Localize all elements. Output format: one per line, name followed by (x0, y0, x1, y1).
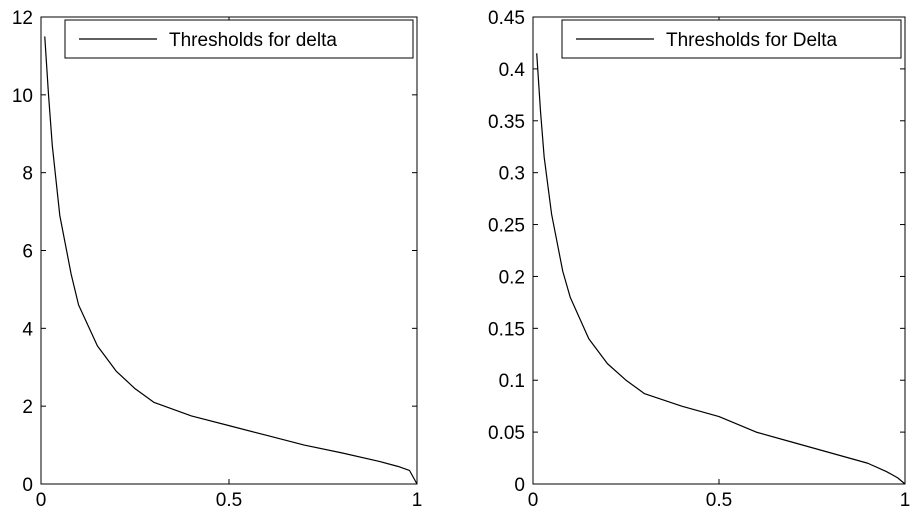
plot-frame (40, 16, 418, 485)
y-tick-label: 6 (22, 242, 33, 263)
x-tick-label: 1 (412, 490, 423, 511)
series-line (536, 53, 906, 485)
y-tick-label: 0.45 (488, 8, 525, 29)
series-line (44, 36, 418, 485)
legend: Thresholds for delta (64, 19, 414, 59)
y-tick-label: 0.35 (488, 112, 525, 133)
y-tick-label: 0.2 (499, 267, 525, 288)
x-tick-label: 0 (36, 490, 47, 511)
y-tick-label: 8 (22, 164, 33, 185)
y-tick-label: 12 (12, 8, 33, 29)
x-tick-label: 0 (528, 490, 539, 511)
y-tick-label: 0.05 (488, 423, 525, 444)
y-tick-label: 0.15 (488, 319, 525, 340)
y-tick-label: 0.25 (488, 216, 525, 237)
x-tick-label: 0.5 (706, 490, 732, 511)
y-tick-label: 2 (22, 397, 33, 418)
y-tick-label: 0.4 (499, 60, 526, 81)
legend-label: Thresholds for Delta (666, 30, 838, 51)
y-tick-label: 0 (514, 475, 525, 496)
y-tick-label: 0.1 (499, 371, 525, 392)
y-tick-label: 10 (12, 86, 33, 107)
chart-Delta-thresholds: 0 0.5 1 0 0.05 0.1 0.15 0.2 0.25 0.3 0.35 0.4 0.45 Th… (488, 8, 910, 511)
plot-frame (532, 16, 906, 485)
y-tick-label: 0.3 (499, 164, 525, 185)
y-tick-label: 0 (22, 475, 33, 496)
legend: Thresholds for Delta (561, 19, 902, 59)
x-tick-label: 0.5 (216, 490, 242, 511)
legend-label: Thresholds for delta (169, 30, 337, 51)
x-tick-label: 1 (900, 490, 910, 511)
y-tick-label: 4 (22, 319, 33, 340)
